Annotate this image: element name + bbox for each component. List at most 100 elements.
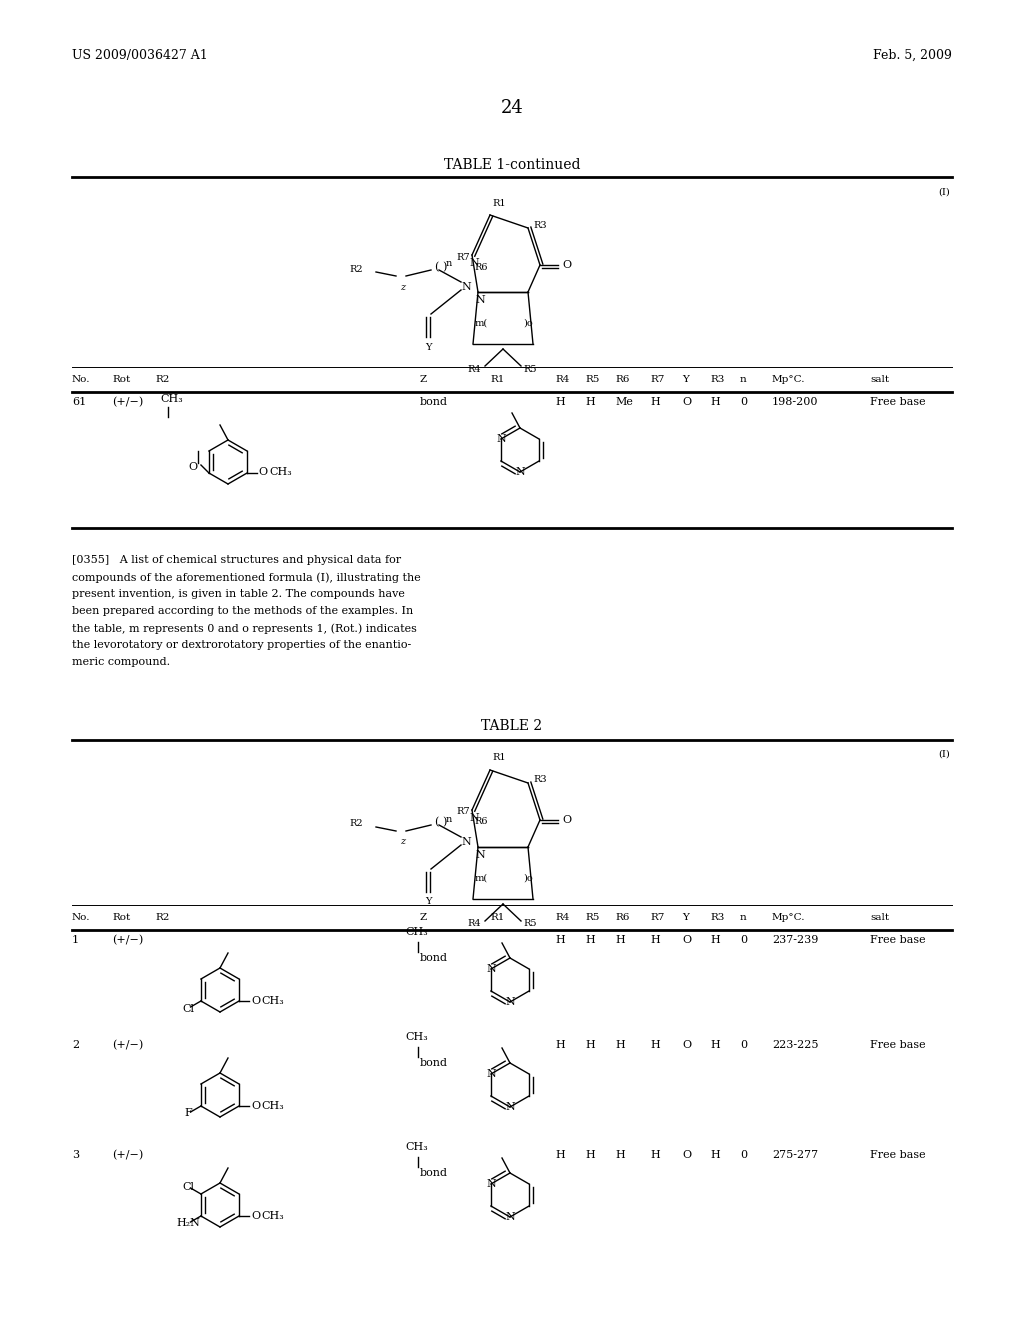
- Text: H: H: [555, 935, 565, 945]
- Text: Free base: Free base: [870, 1040, 926, 1049]
- Text: H₂N: H₂N: [176, 1218, 200, 1229]
- Text: z: z: [400, 282, 406, 292]
- Text: 275-277: 275-277: [772, 1150, 818, 1160]
- Text: CH₃: CH₃: [261, 1101, 284, 1111]
- Text: CH₃: CH₃: [261, 1210, 284, 1221]
- Text: H: H: [650, 1040, 659, 1049]
- Text: z: z: [400, 837, 406, 846]
- Text: bond: bond: [420, 953, 449, 964]
- Text: (+/−): (+/−): [112, 1040, 143, 1051]
- Text: R2: R2: [155, 375, 169, 384]
- Text: CH₃: CH₃: [406, 927, 428, 937]
- Text: N: N: [475, 294, 485, 305]
- Text: the levorotatory or dextrorotatory properties of the enantio-: the levorotatory or dextrorotatory prope…: [72, 640, 412, 649]
- Text: salt: salt: [870, 913, 889, 923]
- Text: meric compound.: meric compound.: [72, 657, 170, 667]
- Text: compounds of the aforementioned formula (I), illustrating the: compounds of the aforementioned formula …: [72, 572, 421, 582]
- Text: Z: Z: [420, 913, 427, 923]
- Text: R4: R4: [467, 364, 481, 374]
- Text: R3: R3: [710, 375, 724, 384]
- Text: R5: R5: [523, 920, 537, 928]
- Text: n: n: [740, 913, 746, 923]
- Text: Y: Y: [682, 913, 689, 923]
- Text: F: F: [184, 1109, 191, 1118]
- Text: No.: No.: [72, 913, 90, 923]
- Text: H: H: [710, 935, 720, 945]
- Text: Free base: Free base: [870, 397, 926, 407]
- Text: N: N: [486, 964, 496, 974]
- Text: 2: 2: [72, 1040, 79, 1049]
- Text: H: H: [555, 1150, 565, 1160]
- Text: Cl: Cl: [182, 1003, 194, 1014]
- Text: N: N: [486, 1069, 496, 1078]
- Text: N: N: [505, 1212, 515, 1222]
- Text: N: N: [461, 282, 471, 292]
- Text: bond: bond: [420, 397, 449, 407]
- Text: CH₃: CH₃: [269, 467, 292, 477]
- Text: 3: 3: [72, 1150, 79, 1160]
- Text: n: n: [446, 814, 453, 824]
- Text: R1: R1: [492, 198, 506, 207]
- Text: R3: R3: [710, 913, 724, 923]
- Text: R4: R4: [555, 375, 569, 384]
- Text: )o: )o: [523, 318, 532, 327]
- Text: 24: 24: [501, 99, 523, 117]
- Text: Z: Z: [420, 375, 427, 384]
- Text: R4: R4: [467, 920, 481, 928]
- Text: Rot: Rot: [112, 913, 130, 923]
- Text: N: N: [461, 837, 471, 847]
- Text: No.: No.: [72, 375, 90, 384]
- Text: R7: R7: [650, 375, 665, 384]
- Text: Mp°C.: Mp°C.: [772, 375, 806, 384]
- Text: R1: R1: [492, 754, 506, 763]
- Text: (I): (I): [938, 187, 950, 197]
- Text: Feb. 5, 2009: Feb. 5, 2009: [873, 49, 952, 62]
- Text: O: O: [562, 260, 571, 271]
- Text: R2: R2: [349, 820, 362, 829]
- Text: m(: m(: [474, 318, 487, 327]
- Text: R6: R6: [474, 263, 487, 272]
- Text: n: n: [446, 260, 453, 268]
- Text: R7: R7: [456, 808, 470, 817]
- Text: R7: R7: [650, 913, 665, 923]
- Text: R4: R4: [555, 913, 569, 923]
- Text: )o: )o: [523, 874, 532, 883]
- Text: m(: m(: [474, 874, 487, 883]
- Text: H: H: [585, 397, 595, 407]
- Text: H: H: [585, 1040, 595, 1049]
- Text: TABLE 1-continued: TABLE 1-continued: [443, 158, 581, 172]
- Text: R3: R3: [534, 776, 547, 784]
- Text: (+/−): (+/−): [112, 1150, 143, 1160]
- Text: R7: R7: [456, 252, 470, 261]
- Text: O: O: [188, 462, 198, 473]
- Text: CH₃: CH₃: [406, 1142, 428, 1152]
- Text: Y: Y: [425, 342, 431, 351]
- Text: R6: R6: [615, 913, 630, 923]
- Text: R5: R5: [585, 375, 599, 384]
- Text: Cl: Cl: [182, 1181, 194, 1192]
- Text: CH₃: CH₃: [406, 1032, 428, 1041]
- Text: H: H: [615, 1040, 625, 1049]
- Text: 198-200: 198-200: [772, 397, 818, 407]
- Text: Rot: Rot: [112, 375, 130, 384]
- Text: [0355]   A list of chemical structures and physical data for: [0355] A list of chemical structures and…: [72, 554, 401, 565]
- Text: R6: R6: [474, 817, 487, 826]
- Text: been prepared according to the methods of the examples. In: been prepared according to the methods o…: [72, 606, 414, 616]
- Text: H: H: [615, 1150, 625, 1160]
- Text: 0: 0: [740, 1040, 748, 1049]
- Text: Y: Y: [425, 898, 431, 907]
- Text: (+/−): (+/−): [112, 935, 143, 945]
- Text: (I): (I): [938, 750, 950, 759]
- Text: R1: R1: [490, 913, 505, 923]
- Text: CH₃: CH₃: [160, 393, 182, 404]
- Text: US 2009/0036427 A1: US 2009/0036427 A1: [72, 49, 208, 62]
- Text: 1: 1: [72, 935, 79, 945]
- Text: N: N: [469, 813, 479, 822]
- Text: H: H: [710, 1150, 720, 1160]
- Text: O: O: [251, 1101, 260, 1111]
- Text: H: H: [555, 1040, 565, 1049]
- Text: Mp°C.: Mp°C.: [772, 913, 806, 923]
- Text: R2: R2: [349, 264, 362, 273]
- Text: bond: bond: [420, 1059, 449, 1068]
- Text: Me: Me: [615, 397, 633, 407]
